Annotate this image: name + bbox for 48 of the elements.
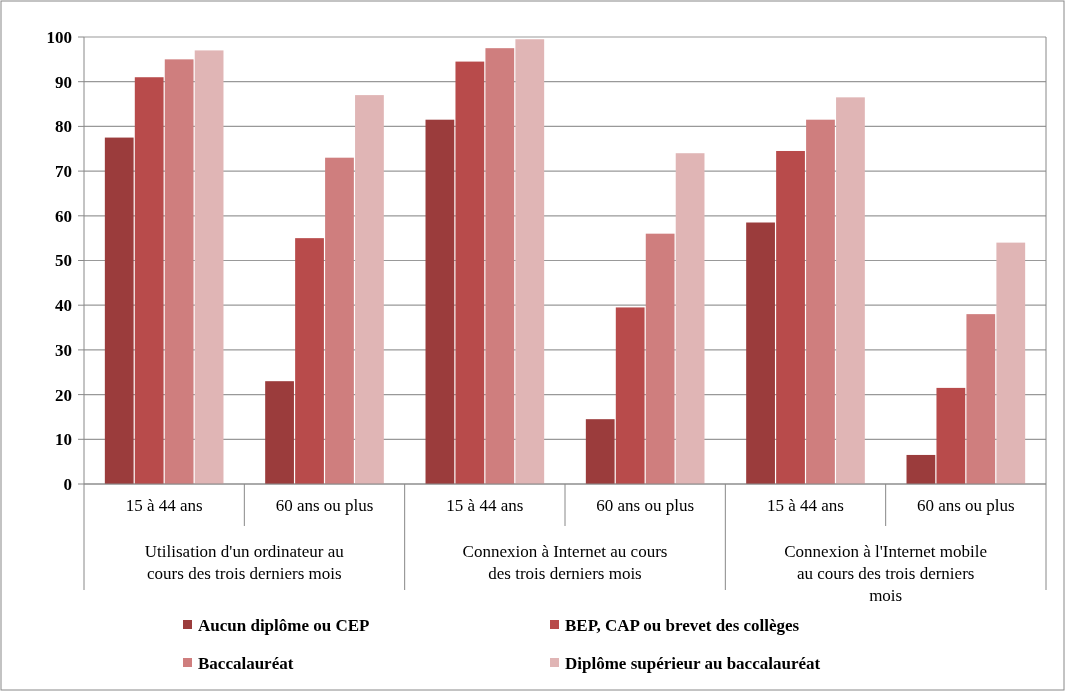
x-tick-label: 60 ans ou plus [916, 496, 1015, 515]
text: Utilisation d'un ordinateur au cours des trois derniers mois [144, 542, 345, 583]
bar [836, 97, 865, 484]
y-tick-label: 10 [55, 430, 72, 450]
bar [515, 39, 545, 484]
y-tick-label: 40 [55, 296, 72, 316]
bar [966, 314, 996, 484]
bar [164, 59, 194, 484]
bar [355, 95, 384, 484]
y-tick-label: 100 [46, 27, 72, 47]
text: Connexion à Internet au cours des trois derniers mois [462, 542, 668, 583]
y-tick-label: 60 [55, 206, 72, 226]
y-tick-label: 70 [55, 162, 72, 182]
bar [585, 419, 615, 484]
x-tick-label: 15 à 44 ans [125, 496, 203, 515]
bar [615, 307, 645, 484]
bar [104, 137, 134, 484]
bar [996, 242, 1026, 484]
y-tick-label: 30 [55, 340, 72, 360]
legend-label: BEP, CAP ou brevet des collèges [565, 615, 800, 635]
bar [936, 387, 966, 484]
y-tick-label: 0 [63, 474, 72, 494]
bar [455, 61, 485, 484]
bar [746, 222, 775, 484]
bar [265, 381, 294, 484]
x-tick-label: 60 ans ou plus [596, 496, 695, 515]
x-tick-label: 15 à 44 ans [446, 496, 524, 515]
bar [485, 48, 515, 484]
bar [325, 157, 354, 484]
bar [194, 50, 224, 484]
y-tick-label: 50 [55, 251, 72, 271]
x-tick-label: 60 ans ou plus [275, 496, 374, 515]
bar [425, 119, 455, 484]
y-tick-label: 20 [55, 385, 72, 405]
bar [675, 153, 705, 484]
bar [645, 233, 675, 484]
bar [806, 119, 835, 484]
y-tick-label: 80 [55, 117, 72, 137]
bar [295, 238, 324, 484]
text: Connexion à l'Internet mobile au cours des trois derniers mois [784, 542, 988, 605]
bar [776, 150, 805, 484]
x-tick-label: 15 à 44 ans [767, 496, 844, 515]
legend-label: Aucun diplôme ou CEP [198, 615, 370, 635]
legend-label: Diplôme supérieur au baccalauréat [565, 653, 821, 673]
y-tick-label: 90 [55, 72, 72, 92]
bar [906, 454, 936, 484]
bar [134, 77, 164, 484]
legend-label: Baccalauréat [198, 653, 294, 673]
